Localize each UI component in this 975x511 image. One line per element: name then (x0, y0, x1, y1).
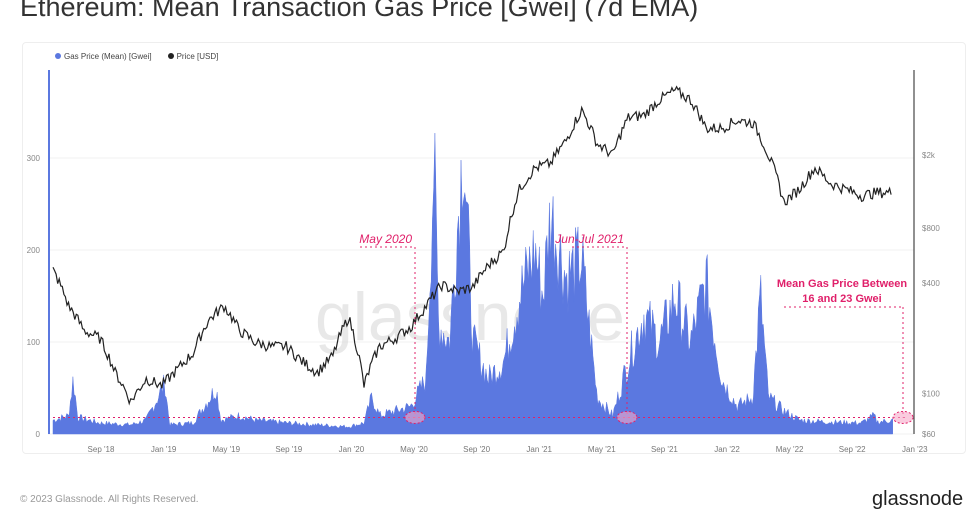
y-right-tick: $2k (922, 151, 936, 160)
x-tick: Jan '20 (339, 445, 365, 454)
legend-gas[interactable]: Gas Price (Mean) [Gwei] (55, 52, 152, 61)
footer-copyright: © 2023 Glassnode. All Rights Reserved. (20, 494, 199, 505)
annotation-label: May 2020 (359, 232, 412, 246)
x-tick: May '21 (588, 445, 616, 454)
y-right-tick: $400 (922, 279, 940, 288)
y-right-tick: $60 (922, 430, 936, 439)
y-right-tick: $100 (922, 389, 940, 398)
x-tick: Jan '21 (526, 445, 552, 454)
x-tick: Sep '21 (651, 445, 678, 454)
x-tick: Jan '19 (151, 445, 177, 454)
legend: Gas Price (Mean) [Gwei] Price [USD] (55, 52, 218, 61)
y-left-tick: 200 (27, 246, 41, 255)
gas-price-area (52, 133, 893, 435)
x-tick: May '19 (212, 445, 240, 454)
annotation-label: 16 and 23 Gwei (802, 293, 881, 305)
legend-label: Gas Price (Mean) [Gwei] (64, 52, 152, 61)
annotation-label: Mean Gas Price Between (777, 278, 908, 290)
x-tick: Jan '22 (714, 445, 740, 454)
x-tick: Sep '18 (88, 445, 115, 454)
highlight-ellipse (616, 410, 638, 424)
x-tick: Sep '20 (463, 445, 490, 454)
x-tick: Sep '22 (839, 445, 866, 454)
x-tick: May '22 (776, 445, 804, 454)
legend-dot-icon (167, 53, 174, 59)
y-left-tick: 300 (27, 154, 41, 163)
highlight-ellipse (892, 410, 914, 424)
annotation-label: Jun-Jul 2021 (554, 232, 624, 246)
y-right-tick: $800 (922, 224, 940, 233)
chart-panel (22, 42, 966, 454)
legend-label: Price [USD] (176, 52, 219, 61)
chart-title: Ethereum: Mean Transaction Gas Price [Gw… (20, 0, 699, 22)
x-tick: Jan '23 (902, 445, 928, 454)
y-left-tick: 0 (36, 430, 41, 439)
x-tick: Sep '19 (275, 445, 302, 454)
highlight-ellipse (404, 410, 426, 424)
glassnode-logo: glassnode (872, 488, 964, 510)
y-left-tick: 100 (27, 338, 41, 347)
legend-price[interactable]: Price [USD] (167, 52, 219, 61)
x-tick: May '20 (400, 445, 428, 454)
eth-price-line (52, 85, 892, 406)
legend-dot-icon (55, 53, 61, 59)
